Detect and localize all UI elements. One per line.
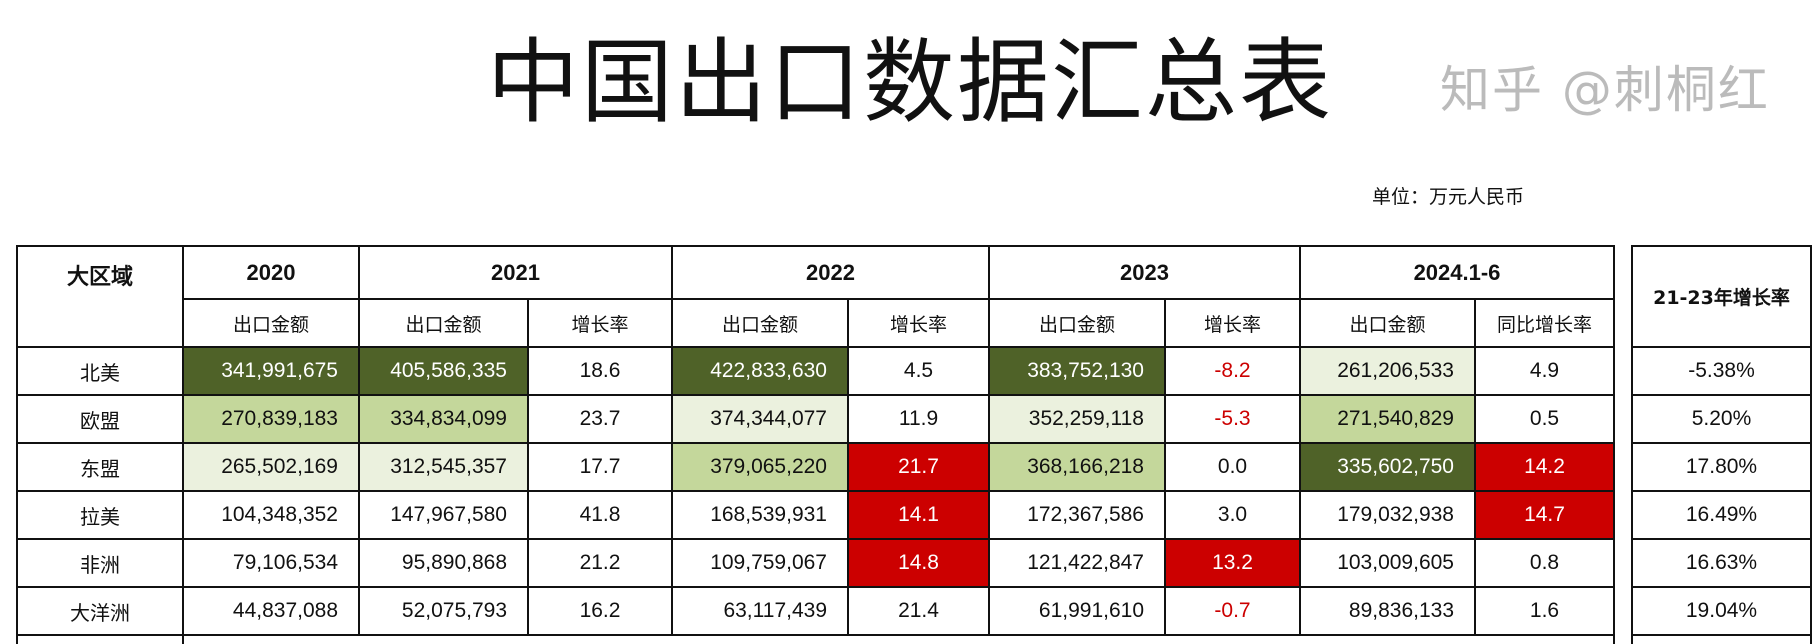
region-cell: 大洋洲 xyxy=(16,586,184,636)
empty-cell xyxy=(1631,634,1812,644)
amount-cell: 95,890,868 xyxy=(358,538,529,588)
table-row: 北美 341,991,675 405,586,335 18.6 422,833,630 4… xyxy=(16,346,1812,396)
growth-cell: 18.6 xyxy=(527,346,673,396)
growth-cell: 14.1 xyxy=(847,490,990,540)
header-sub: 出口金额 xyxy=(671,298,849,348)
header-region: 大区域 xyxy=(16,245,184,348)
amount-cell: 79,106,534 xyxy=(182,538,360,588)
region-cell: 欧盟 xyxy=(16,394,184,444)
export-summary-table: 大区域 2020 2021 2022 2023 2024.1-6 21-23年增… xyxy=(16,245,1812,644)
growth-cell: 0.5 xyxy=(1474,394,1615,444)
cagr-cell: 17.80% xyxy=(1631,442,1812,492)
growth-cell: 0.0 xyxy=(1164,442,1301,492)
header-sub: 增长率 xyxy=(527,298,673,348)
amount-cell: 334,834,099 xyxy=(358,394,529,444)
growth-cell: 14.2 xyxy=(1474,442,1615,492)
growth-cell: 16.2 xyxy=(527,586,673,636)
growth-cell: 41.8 xyxy=(527,490,673,540)
growth-cell: -5.3 xyxy=(1164,394,1301,444)
amount-cell: 52,075,793 xyxy=(358,586,529,636)
header-sub: 出口金额 xyxy=(1299,298,1476,348)
header-sub: 增长率 xyxy=(847,298,990,348)
amount-cell: 383,752,130 xyxy=(988,346,1166,396)
amount-cell: 265,502,169 xyxy=(182,442,360,492)
amount-cell: 271,540,829 xyxy=(1299,394,1476,444)
amount-cell: 61,991,610 xyxy=(988,586,1166,636)
amount-cell: 63,117,439 xyxy=(671,586,849,636)
growth-cell: 4.5 xyxy=(847,346,990,396)
amount-cell: 104,348,352 xyxy=(182,490,360,540)
header-year: 2021 xyxy=(358,245,673,300)
cagr-cell: 16.63% xyxy=(1631,538,1812,588)
header-row-sub: 出口金额 出口金额 增长率 出口金额 增长率 出口金额 增长率 出口金额 同比增长率 xyxy=(17,298,1811,348)
amount-cell: 172,367,586 xyxy=(988,490,1166,540)
growth-cell: 3.0 xyxy=(1164,490,1301,540)
amount-cell: 168,539,931 xyxy=(671,490,849,540)
growth-cell: 4.9 xyxy=(1474,346,1615,396)
growth-cell: 14.8 xyxy=(847,538,990,588)
growth-cell: 21.4 xyxy=(847,586,990,636)
cagr-cell: 5.20% xyxy=(1631,394,1812,444)
amount-cell: 121,422,847 xyxy=(988,538,1166,588)
growth-cell: 21.7 xyxy=(847,442,990,492)
header-sub: 出口金额 xyxy=(358,298,529,348)
growth-cell: 23.7 xyxy=(527,394,673,444)
amount-cell: 147,967,580 xyxy=(358,490,529,540)
growth-cell: 13.2 xyxy=(1164,538,1301,588)
amount-cell: 368,166,218 xyxy=(988,442,1166,492)
amount-cell: 374,344,077 xyxy=(671,394,849,444)
header-year: 2022 xyxy=(671,245,990,300)
amount-cell: 379,065,220 xyxy=(671,442,849,492)
amount-cell: 270,839,183 xyxy=(182,394,360,444)
growth-cell: -8.2 xyxy=(1164,346,1301,396)
growth-cell: 14.7 xyxy=(1474,490,1615,540)
amount-cell: 44,837,088 xyxy=(182,586,360,636)
growth-cell: 21.2 xyxy=(527,538,673,588)
table-row: 大洋洲 44,837,088 52,075,793 16.2 63,117,439 21.… xyxy=(16,586,1812,636)
table-row: 拉美 104,348,352 147,967,580 41.8 168,539,931 1… xyxy=(16,490,1812,540)
header-year: 2023 xyxy=(988,245,1301,300)
amount-cell: 261,206,533 xyxy=(1299,346,1476,396)
region-cell: 非洲 xyxy=(16,538,184,588)
table-row: 欧盟 270,839,183 334,834,099 23.7 374,344,077 1… xyxy=(16,394,1812,444)
amount-cell: 89,836,133 xyxy=(1299,586,1476,636)
amount-cell: 335,602,750 xyxy=(1299,442,1476,492)
unit-label: 单位：万元人民币 xyxy=(1372,186,1525,208)
growth-cell: 0.8 xyxy=(1474,538,1615,588)
header-row-years: 大区域 2020 2021 2022 2023 2024.1-6 21-23年增… xyxy=(16,245,1812,644)
growth-cell: -0.7 xyxy=(1164,586,1301,636)
cagr-cell: -5.38% xyxy=(1631,346,1812,396)
header-sub: 同比增长率 xyxy=(1474,298,1615,348)
header-sub: 出口金额 xyxy=(182,298,360,348)
amount-cell: 352,259,118 xyxy=(988,394,1166,444)
growth-cell: 1.6 xyxy=(1474,586,1615,636)
cagr-cell: 19.04% xyxy=(1631,586,1812,636)
header-year: 2024.1-6 xyxy=(1299,245,1615,300)
amount-cell: 103,009,605 xyxy=(1299,538,1476,588)
region-cell: 东盟 xyxy=(16,442,184,492)
region-cell: 拉美 xyxy=(16,490,184,540)
region-cell: 北美 xyxy=(16,346,184,396)
amount-cell: 312,545,357 xyxy=(358,442,529,492)
amount-cell: 179,032,938 xyxy=(1299,490,1476,540)
column-gap xyxy=(1613,246,1633,644)
growth-cell: 17.7 xyxy=(527,442,673,492)
header-sub: 出口金额 xyxy=(988,298,1166,348)
header-cagr: 21-23年增长率 xyxy=(1631,245,1812,348)
cagr-cell: 16.49% xyxy=(1631,490,1812,540)
table-row: 非洲 79,106,534 95,890,868 21.2 109,759,067 14.… xyxy=(16,538,1812,588)
amount-cell: 341,991,675 xyxy=(182,346,360,396)
table-row: 东盟 265,502,169 312,545,357 17.7 379,065,220 2… xyxy=(16,442,1812,492)
empty-cell xyxy=(16,634,184,644)
header-sub: 增长率 xyxy=(1164,298,1301,348)
table-row-partial xyxy=(16,634,1812,644)
header-year: 2020 xyxy=(182,245,360,300)
watermark: 知乎 @刺桐红 xyxy=(1440,61,1770,119)
amount-cell: 109,759,067 xyxy=(671,538,849,588)
amount-cell: 422,833,630 xyxy=(671,346,849,396)
page-title: 中国出口数据汇总表 xyxy=(486,29,1333,136)
amount-cell: 405,586,335 xyxy=(358,346,529,396)
empty-cell xyxy=(182,634,1615,644)
growth-cell: 11.9 xyxy=(847,394,990,444)
